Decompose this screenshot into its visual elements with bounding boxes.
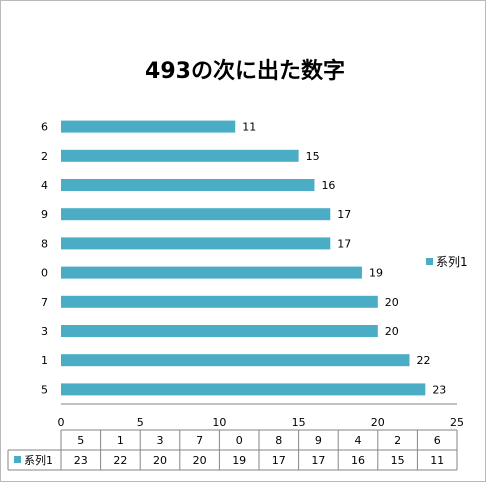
data-label: 16 (321, 179, 335, 192)
table-value-cell: 15 (391, 454, 405, 467)
x-tick-label: 5 (137, 416, 144, 429)
x-axis: 0 5 10 15 20 25 (58, 403, 464, 429)
y-tick-label: 5 (41, 383, 48, 396)
y-tick-label: 2 (41, 150, 48, 163)
data-label: 22 (416, 354, 430, 367)
data-table: 5 23 1 22 3 20 7 20 0 19 8 17 9 17 4 16 2 15 6 11 系列1 (7, 429, 458, 471)
x-tick-label: 20 (371, 416, 385, 429)
chart-title: 493の次に出た数字 (145, 58, 345, 84)
legend-key (426, 258, 433, 265)
bar (61, 325, 378, 337)
table-value-cell: 19 (232, 454, 246, 467)
bar (61, 383, 426, 396)
table-series-key (14, 456, 21, 463)
bar (61, 237, 331, 250)
data-labels: 23 22 20 20 19 17 17 16 15 11 (242, 121, 446, 397)
data-label: 15 (306, 150, 320, 163)
data-label: 17 (337, 208, 351, 221)
data-label: 20 (385, 296, 399, 309)
y-tick-label: 3 (41, 325, 48, 338)
table-header-cell: 3 (157, 434, 164, 447)
bar (61, 120, 236, 133)
data-label: 17 (337, 237, 351, 250)
table-value-cell: 22 (113, 454, 127, 467)
x-tick-label: 10 (212, 416, 226, 429)
bar (61, 208, 331, 221)
y-tick-label: 6 (41, 121, 48, 134)
table-value-cell: 11 (430, 454, 444, 467)
table-value-cell: 17 (272, 454, 286, 467)
table-header-cell: 0 (236, 434, 243, 447)
bar (61, 179, 315, 191)
table-header-cell: 1 (117, 434, 124, 447)
y-tick-label: 9 (41, 208, 48, 221)
table-value-cell: 20 (193, 454, 207, 467)
y-tick-label: 1 (41, 354, 48, 367)
bar (61, 149, 299, 162)
y-tick-label: 4 (41, 179, 48, 192)
bar (61, 295, 378, 308)
x-tick-label: 25 (450, 416, 464, 429)
legend-label: 系列1 (436, 255, 468, 269)
bar (61, 266, 362, 279)
table-header-cell: 5 (77, 434, 84, 447)
table-header-cell: 6 (434, 434, 441, 447)
data-label: 23 (432, 383, 446, 396)
data-label: 20 (385, 325, 399, 338)
x-tick-label: 15 (292, 416, 306, 429)
table-value-cell: 20 (153, 454, 167, 467)
table-value-cell: 16 (351, 454, 365, 467)
table-header-cell: 4 (355, 434, 362, 447)
y-tick-label: 8 (41, 237, 48, 250)
table-value-cell: 17 (311, 454, 325, 467)
table-header-cell: 9 (315, 434, 322, 447)
table-header-cell: 8 (275, 434, 282, 447)
y-tick-label: 0 (41, 267, 48, 280)
bars-layer (61, 120, 426, 396)
table-value-cell: 23 (74, 454, 88, 467)
table-header-cell: 7 (196, 434, 203, 447)
x-tick-label: 0 (58, 416, 65, 429)
data-label: 19 (369, 267, 383, 280)
y-tick-label: 7 (41, 296, 48, 309)
bar (61, 354, 410, 367)
table-series-name: 系列1 (24, 453, 53, 467)
data-label: 11 (242, 121, 256, 134)
legend: 系列1 (426, 255, 468, 269)
table-header-cell: 2 (394, 434, 401, 447)
y-axis-labels: 5 1 3 7 0 8 9 4 2 6 (41, 121, 48, 397)
